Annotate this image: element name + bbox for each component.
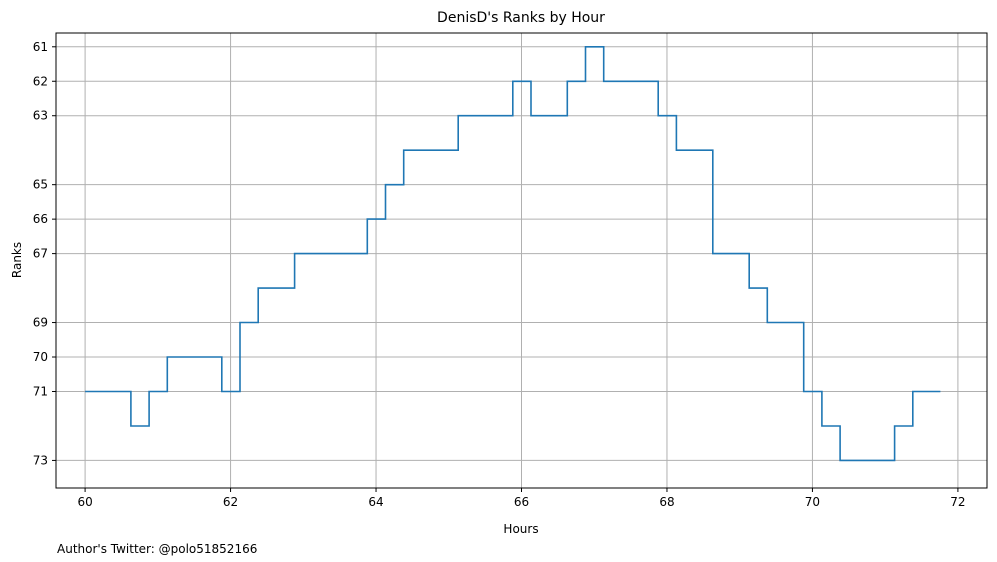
x-tick-label: 66 [514,495,529,509]
x-tick-label: 64 [368,495,383,509]
rank-series-line [85,46,941,462]
x-axis-label: Hours [503,522,538,536]
y-axis-label: Ranks [10,242,24,278]
y-tick-label: 66 [33,212,48,226]
x-tick-label: 62 [223,495,238,509]
x-tick-label: 72 [950,495,965,509]
y-axis-ticks: 61 62 63 65 66 67 69 70 71 73 [33,40,56,467]
x-gridlines [84,33,959,488]
y-tick-label: 67 [33,247,48,261]
x-axis-ticks: 60 62 64 66 68 70 72 [77,488,966,509]
x-tick-label: 60 [77,495,92,509]
x-tick-label: 70 [805,495,820,509]
author-footnote: Author's Twitter: @polo51852166 [57,542,257,556]
y-tick-label: 69 [33,316,48,330]
y-tick-label: 61 [33,40,48,54]
y-tick-label: 65 [33,178,48,192]
y-tick-label: 73 [33,453,48,467]
y-tick-label: 63 [33,109,48,123]
x-tick-label: 68 [659,495,674,509]
y-tick-label: 62 [33,74,48,88]
y-gridlines [56,46,987,461]
y-tick-label: 70 [33,350,48,364]
chart-title: DenisD's Ranks by Hour [437,10,605,26]
y-tick-label: 71 [33,384,48,398]
